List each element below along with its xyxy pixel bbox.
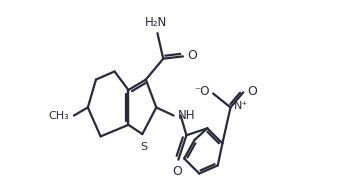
Text: NH: NH — [178, 109, 195, 122]
Text: S: S — [140, 142, 147, 152]
Text: H₂N: H₂N — [145, 16, 168, 29]
Text: ⁻O: ⁻O — [194, 85, 210, 98]
Text: CH₃: CH₃ — [49, 111, 69, 121]
Text: O: O — [247, 85, 257, 98]
Text: O: O — [187, 49, 197, 62]
Text: N⁺: N⁺ — [234, 101, 248, 111]
Text: O: O — [172, 165, 182, 178]
